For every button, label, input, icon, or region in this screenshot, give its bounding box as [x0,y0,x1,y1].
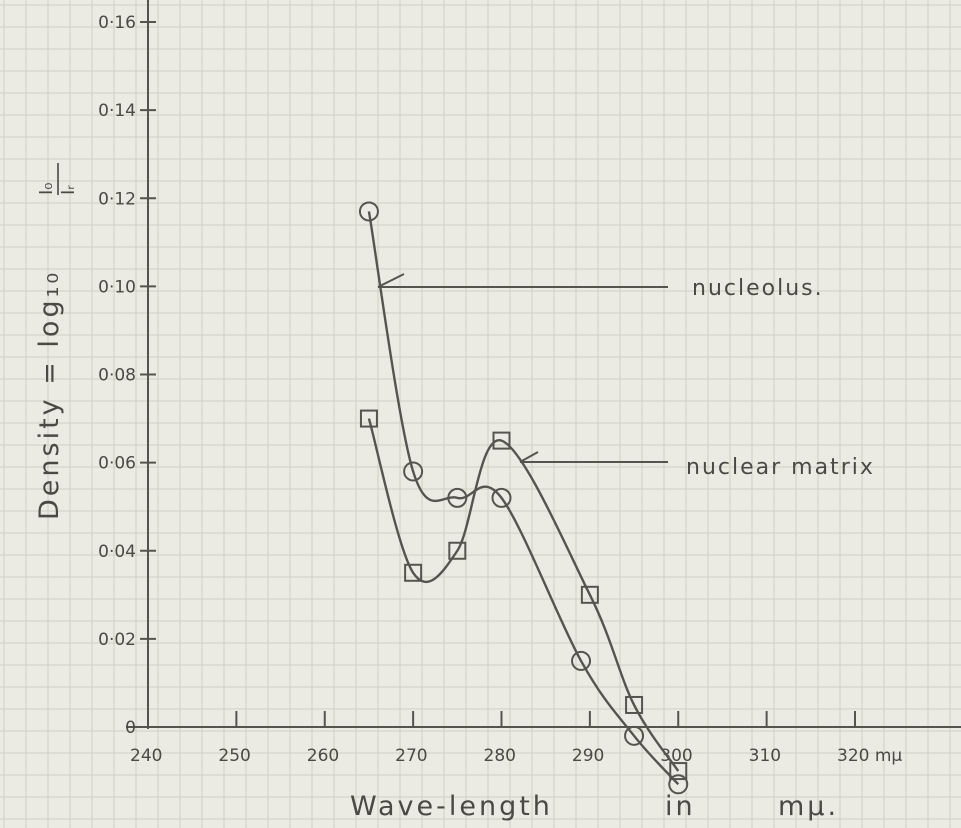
leader-tick-nuclear-matrix [519,451,539,463]
data-point-nucleolus [447,487,468,508]
data-point-nuclear-matrix [625,695,644,714]
x-tick-label: 260 [307,746,339,766]
data-point-nuclear-matrix [669,762,688,781]
data-point-nuclear-matrix [580,585,599,604]
y-tick-label: 0·08 [98,366,136,386]
x-tick-label: 290 [572,746,604,766]
data-point-nucleolus [668,774,689,795]
x-tick-label: 280 [484,746,516,766]
y-axis-title: Density = log₁₀ [34,270,65,520]
y-tick-label: 0·04 [98,542,136,562]
axis-titles: Wave-length in mµ. Density = log₁₀ I₀ Iᵣ [34,163,839,822]
series-label-nuclear-matrix: nuclear matrix [686,455,875,480]
data-point-nucleolus [358,201,379,222]
series-labels: nucleolus. nuclear matrix [686,276,875,480]
data-point-nuclear-matrix [448,541,467,560]
x-tick-label: 250 [218,746,250,766]
y-tick-label: 0·12 [98,189,136,209]
y-tick-label: 0·10 [98,277,136,297]
y-tick-label: 0·02 [98,630,136,650]
data-point-nucleolus [403,461,424,482]
x-axis-units-in: in [665,791,696,822]
data-point-nucleolus [624,725,645,746]
y-tick-label: 0·16 [98,13,136,33]
series-label-nucleolus: nucleolus. [692,276,824,301]
data-point-nuclear-matrix [359,409,378,428]
data-point-nucleolus [571,650,592,671]
x-axis-title: Wave-length [350,791,553,822]
y-tick-label: 0 [125,718,136,738]
x-axis-units-mu: mµ. [778,791,839,822]
y-tick-label: 0·14 [98,101,136,121]
x-tick-label: 320 mµ [837,746,902,766]
series-layer [358,201,689,795]
y-axis-fraction: I₀ Iᵣ [36,163,79,195]
ticks: 0 0·02 0·04 0·06 0·08 0·10 0·12 0·14 0·16 240 250 2… [98,13,902,766]
data-point-nucleolus [491,487,512,508]
x-tick-label: 310 [749,746,781,766]
x-tick-label: 270 [395,746,427,766]
y-axis-fraction-numerator: I₀ [36,182,57,195]
series-line-nuclear-matrix [367,418,680,772]
leader-tick-nucleolus [377,273,405,288]
data-point-nuclear-matrix [492,431,511,450]
axes [126,0,961,729]
y-axis-fraction-denominator: Iᵣ [58,185,79,195]
y-tick-label: 0·06 [98,454,136,474]
x-tick-label: 240 [130,746,162,766]
data-point-nuclear-matrix [404,563,423,582]
x-tick-label: 300 [660,746,692,766]
